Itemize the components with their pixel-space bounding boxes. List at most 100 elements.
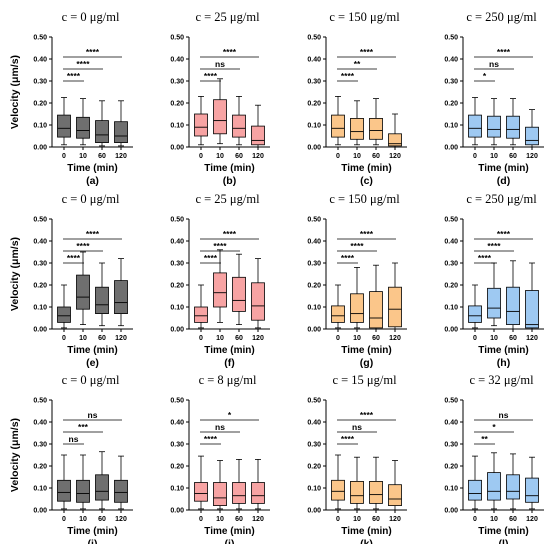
box-iqr	[194, 482, 208, 502]
significance-label: ****	[341, 434, 355, 444]
x-tick-label: 10	[490, 153, 498, 160]
box-iqr	[114, 479, 128, 503]
panel-title: c = 150 μg/ml	[329, 10, 400, 24]
box-iqr	[76, 479, 90, 503]
y-tick-label: 0.30	[33, 442, 47, 449]
y-tick-label: 0.10	[444, 486, 458, 493]
box-iqr	[350, 293, 364, 323]
y-tick-label: 0.10	[307, 123, 321, 130]
box-plot-10	[487, 98, 501, 146]
x-tick-label: 10	[490, 516, 498, 523]
x-tick-label: 120	[526, 153, 538, 160]
box-iqr	[114, 280, 128, 315]
chart-panel: c = 8 μg/ml 0.00 0.10 0.20 0.30 0.40 0.50 0 10 60…	[170, 373, 270, 544]
x-axis-label: Time (min)	[478, 526, 528, 537]
y-tick-label: 0.30	[444, 79, 458, 86]
box-iqr	[251, 482, 265, 504]
y-tick-label: 0.10	[444, 123, 458, 130]
box-iqr	[487, 115, 501, 138]
significance-label: ns	[352, 422, 362, 432]
y-tick-label: 0.30	[33, 261, 47, 268]
significance-label: ns	[489, 59, 499, 69]
y-tick-label: 0.00	[170, 508, 184, 515]
chart-panel: c = 150 μg/ml 0.00 0.10 0.20 0.30 0.40 0.50 0 10…	[307, 192, 407, 369]
box-plot-60	[506, 98, 520, 146]
box-iqr	[369, 118, 383, 140]
box-iqr	[468, 305, 482, 323]
significance-label: ****	[497, 47, 511, 57]
y-tick-label: 0.50	[33, 35, 47, 42]
x-tick-label: 120	[389, 335, 401, 342]
significance-label: ****	[204, 71, 218, 81]
y-tick-label: 0.00	[33, 327, 47, 334]
panel-letter: (f)	[224, 357, 235, 369]
significance-label: ****	[341, 71, 355, 81]
box-iqr	[487, 472, 501, 501]
box-plot-120	[525, 456, 539, 510]
x-axis-label: Time (min)	[478, 345, 528, 356]
x-tick-label: 60	[235, 335, 243, 342]
box-plot-120	[114, 455, 128, 510]
y-tick-label: 0.20	[170, 101, 184, 108]
x-tick-label: 120	[252, 516, 264, 523]
x-tick-label: 10	[353, 516, 361, 523]
x-tick-label: 60	[509, 153, 517, 160]
significance-label: **	[481, 434, 488, 444]
chart-panel: c = 0 μg/ml 0.00 0.10 0.20 0.30 0.40 0.50 0 10 60…	[9, 10, 133, 187]
box-iqr	[331, 114, 345, 138]
significance-label: ***	[78, 422, 89, 432]
x-tick-label: 60	[98, 335, 106, 342]
y-tick-label: 0.30	[444, 261, 458, 268]
x-tick-label: 120	[115, 335, 127, 342]
x-tick-label: 60	[509, 335, 517, 342]
y-tick-label: 0.30	[307, 79, 321, 86]
box-plot-60	[369, 456, 383, 510]
x-axis-label: Time (min)	[341, 163, 391, 174]
x-tick-label: 0	[62, 335, 66, 342]
box-iqr	[232, 276, 246, 312]
x-tick-label: 60	[235, 153, 243, 160]
box-plot-120	[114, 258, 128, 327]
x-tick-label: 10	[79, 516, 87, 523]
significance-label: ****	[67, 253, 81, 263]
panel-title: c = 250 μg/ml	[466, 192, 537, 206]
significance-label: ****	[223, 229, 237, 239]
significance-label: ****	[360, 410, 374, 420]
box-plot-60	[95, 451, 109, 510]
x-tick-label: 60	[98, 516, 106, 523]
y-tick-label: 0.20	[307, 283, 321, 290]
x-tick-label: 60	[98, 153, 106, 160]
panel-letter: (j)	[225, 538, 235, 544]
x-tick-label: 60	[372, 516, 380, 523]
y-tick-label: 0.00	[307, 327, 321, 334]
chart-panel: c = 25 μg/ml 0.00 0.10 0.20 0.30 0.40 0.50 0 10 6…	[170, 10, 270, 187]
panel-letter: (b)	[223, 175, 236, 187]
x-tick-label: 120	[115, 516, 127, 523]
box-iqr	[350, 480, 364, 504]
x-tick-label: 0	[199, 516, 203, 523]
x-tick-label: 0	[336, 335, 340, 342]
x-axis-label: Time (min)	[341, 345, 391, 356]
significance-label: **	[354, 59, 361, 69]
box-plot-120	[525, 262, 539, 330]
significance-label: ****	[487, 241, 501, 251]
box-iqr	[468, 114, 482, 138]
y-tick-label: 0.00	[444, 327, 458, 334]
box-plot-0	[468, 97, 482, 146]
panel-title: c = 25 μg/ml	[195, 192, 260, 206]
significance-label: ****	[76, 59, 90, 69]
box-plot-0	[331, 284, 345, 329]
y-tick-label: 0.00	[307, 145, 321, 152]
x-tick-label: 0	[199, 335, 203, 342]
y-tick-label: 0.10	[33, 486, 47, 493]
significance-label: *	[228, 410, 232, 420]
y-tick-label: 0.50	[33, 217, 47, 224]
significance-label: ns	[215, 422, 225, 432]
y-tick-label: 0.10	[170, 486, 184, 493]
y-tick-label: 0.40	[307, 420, 321, 427]
x-tick-label: 120	[526, 335, 538, 342]
box-plot-60	[232, 253, 246, 326]
box-plot-0	[194, 455, 208, 510]
y-tick-label: 0.00	[33, 508, 47, 515]
panel-title: c = 8 μg/ml	[199, 373, 257, 387]
